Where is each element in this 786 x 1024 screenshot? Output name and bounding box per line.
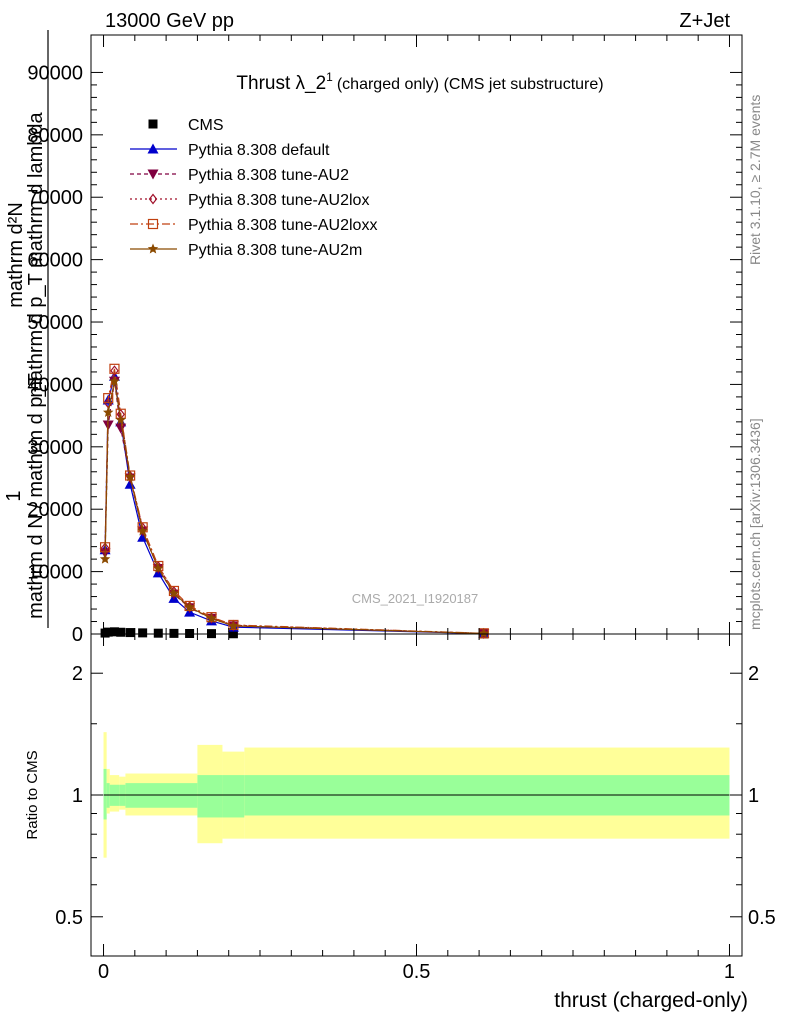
legend-label: Pythia 8.308 tune-AU2loxx	[188, 217, 377, 234]
legend-marker	[148, 119, 158, 129]
legend-item-au2loxx: Pythia 8.308 tune-AU2loxx	[130, 217, 377, 234]
data-point	[109, 375, 120, 386]
data-point	[138, 628, 148, 638]
main-y-tick-label: 40000	[27, 374, 83, 396]
data-point	[109, 627, 119, 637]
ylabel-one: 1	[3, 490, 25, 501]
x-axis-label: thrust (charged-only)	[554, 989, 748, 1012]
legend-item-au2m: Pythia 8.308 tune-AU2m	[130, 242, 362, 259]
ratio-y-tick-label-right: 0.5	[748, 907, 776, 929]
mcplots-label: mcplots.cern.ch [arXiv:1306.3436]	[747, 418, 763, 630]
ylabel-top: mathrm d²N	[5, 202, 27, 308]
main-y-tick-label: 70000	[27, 187, 83, 209]
ratio-y-label: Ratio to CMS	[24, 750, 41, 839]
legend-item-au2: Pythia 8.308 tune-AU2	[130, 167, 349, 184]
ratio-band-inner	[222, 775, 245, 818]
ratio-y-tick-label-right: 2	[748, 663, 759, 685]
legend-marker	[147, 169, 159, 180]
data-point	[116, 627, 126, 637]
title-superscript: 1	[326, 70, 333, 84]
plot-title: Thrust λ_21 (charged only) (CMS jet subst…	[236, 70, 603, 94]
main-y-tick-label: 30000	[27, 437, 83, 459]
data-point	[184, 601, 195, 612]
data-point	[124, 471, 136, 482]
legend-marker	[147, 218, 159, 230]
legend-item-cms: CMS	[148, 117, 224, 134]
ratio-y-tick-label: 2	[72, 663, 83, 685]
data-point	[103, 393, 114, 404]
main-y-tick-label: 0	[72, 624, 83, 646]
data-point	[169, 628, 179, 638]
main-y-axis: 0 10000 20000 30000 40000 50000 60000 70000 8000…	[27, 35, 742, 646]
ratio-y-axis: 0.5 0.5 1 1 2 2	[55, 663, 776, 929]
main-y-tick-label: 20000	[27, 499, 83, 521]
ratio-y-tick-label: 1	[72, 785, 83, 807]
watermark: CMS_2021_I1920187	[352, 591, 479, 606]
x-tick-label: 0.5	[403, 961, 431, 983]
rivet-label: Rivet 3.1.10, ≥ 2.7M events	[747, 95, 763, 265]
data-point	[206, 612, 217, 623]
main-y-tick-label: 90000	[27, 62, 83, 84]
series-line-au2m	[104, 381, 484, 635]
legend-label: CMS	[188, 117, 224, 134]
data-point	[137, 531, 149, 542]
series-layer	[99, 363, 490, 639]
header-right: Z+Jet	[679, 10, 730, 32]
data-point	[102, 406, 114, 417]
x-tick-label: 0	[98, 961, 109, 983]
data-point	[110, 365, 119, 377]
legend-label: Pythia 8.308 tune-AU2m	[188, 242, 362, 259]
main-y-axis-label: mathrm d²N mathrm d p_T mathrm d lambda …	[3, 30, 49, 628]
legend-label: Pythia 8.308 tune-AU2	[188, 167, 349, 184]
data-point	[153, 562, 164, 573]
legend-marker	[147, 243, 159, 254]
legend-item-au2lox: Pythia 8.308 tune-AU2lox	[130, 192, 369, 209]
data-point	[168, 587, 180, 598]
ylabel-top2: mathrm d p_T mathrm d lambda	[25, 111, 47, 397]
data-point	[478, 627, 490, 638]
data-point	[153, 628, 163, 638]
ratio-band-inner	[103, 768, 107, 820]
data-point	[125, 628, 135, 638]
ratio-y-tick-label: 0.5	[55, 907, 83, 929]
x-tick-label: 1	[724, 961, 735, 983]
header-left: 13000 GeV pp	[105, 10, 234, 32]
main-y-tick-label: 60000	[27, 250, 83, 272]
series-au2m	[99, 375, 490, 638]
data-point	[99, 553, 111, 564]
data-point	[154, 561, 163, 573]
data-point	[125, 470, 135, 482]
data-point	[115, 423, 127, 434]
main-y-tick-label: 50000	[27, 312, 83, 334]
legend-label: Pythia 8.308 default	[188, 142, 330, 159]
data-point	[115, 414, 126, 425]
legend-marker	[148, 193, 158, 205]
data-point	[103, 627, 113, 637]
ratio-y-tick-label-right: 1	[748, 785, 759, 807]
legend-marker	[147, 143, 159, 154]
x-axis: 0 0.5 1	[98, 35, 735, 983]
legend-label: Pythia 8.308 tune-AU2lox	[188, 192, 369, 209]
main-y-tick-label: 80000	[27, 125, 83, 147]
main-y-tick-label: 10000	[27, 562, 83, 584]
ylabel-bottom: mathrm d N / mathrm d p_T	[25, 373, 47, 619]
data-point	[109, 363, 120, 374]
ratio-band-inner	[197, 775, 223, 818]
data-point	[137, 525, 148, 536]
data-point	[228, 620, 239, 631]
legend-item-default: Pythia 8.308 default	[130, 142, 330, 159]
title-rest: (charged only) (CMS jet substructure)	[337, 76, 604, 93]
legend: CMS Pythia 8.308 default Pythia 8.308 tune…	[130, 117, 377, 259]
title-main: Thrust λ_2	[236, 73, 326, 94]
